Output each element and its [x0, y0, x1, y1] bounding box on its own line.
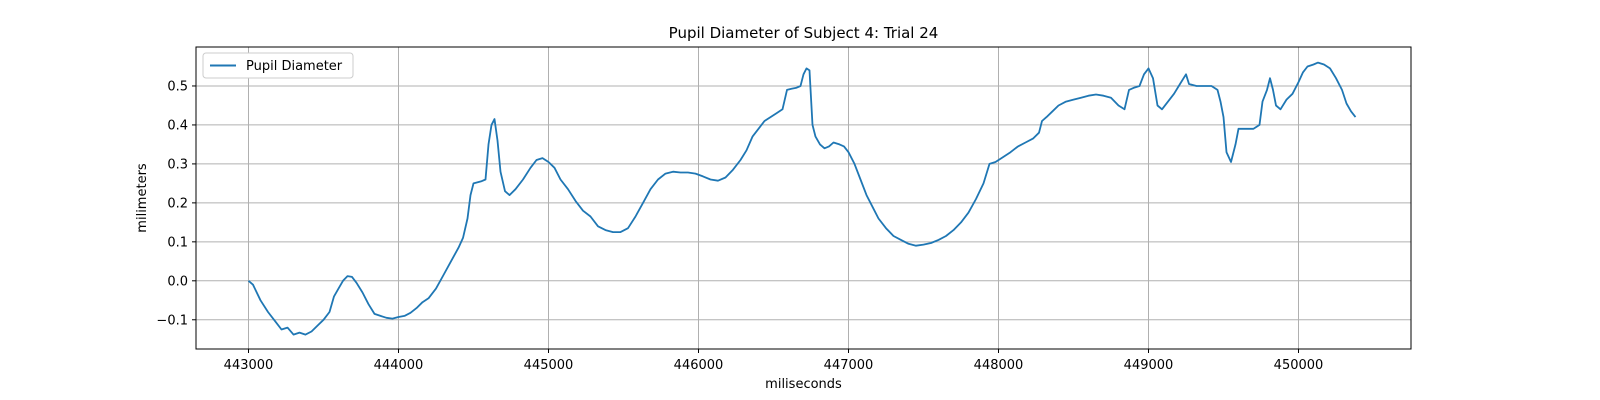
x-tick-label: 445000 — [524, 358, 574, 373]
legend-box — [202, 52, 354, 79]
grid-lines — [196, 47, 1411, 349]
x-tick-label: 447000 — [824, 358, 874, 373]
y-tick-label: 0.0 — [167, 274, 188, 289]
y-tick-label: 0.5 — [167, 79, 188, 94]
y-tick-label: 0.2 — [167, 196, 188, 211]
y-tick-label: −0.1 — [156, 313, 188, 328]
legend: Pupil Diameter — [202, 52, 354, 79]
y-tick-label: 0.3 — [167, 157, 188, 172]
y-axis-label: milimeters — [135, 163, 150, 233]
y-axis-ticks: −0.1 0.0 0.1 0.2 0.3 0.4 0.5 — [156, 79, 196, 328]
x-tick-label: 443000 — [224, 358, 274, 373]
x-axis-label: miliseconds — [765, 377, 842, 392]
chart-title: Pupil Diameter of Subject 4: Trial 24 — [669, 24, 939, 42]
x-tick-label: 444000 — [374, 358, 424, 373]
x-tick-label: 450000 — [1274, 358, 1324, 373]
x-tick-label: 449000 — [1124, 358, 1174, 373]
series-line-layer — [247, 61, 1357, 336]
x-tick-label: 448000 — [974, 358, 1024, 373]
series-line-pupil-diameter — [247, 61, 1357, 336]
y-tick-label: 0.4 — [167, 118, 188, 133]
x-tick-label: 446000 — [674, 358, 724, 373]
legend-label-pupil-diameter: Pupil Diameter — [246, 59, 343, 74]
x-axis-ticks: 443000 444000 445000 446000 447000 448000 4490… — [224, 349, 1324, 373]
y-tick-label: 0.1 — [167, 235, 188, 250]
axes-frame — [195, 46, 1412, 350]
